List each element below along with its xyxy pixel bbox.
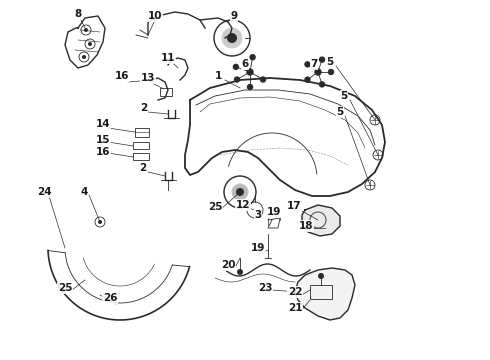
Circle shape — [82, 55, 86, 59]
Bar — [135, 128, 149, 137]
Text: 17: 17 — [287, 201, 301, 211]
Text: 13: 13 — [141, 73, 155, 83]
Circle shape — [237, 269, 243, 275]
Text: 6: 6 — [242, 59, 248, 69]
Polygon shape — [302, 205, 340, 236]
Circle shape — [319, 57, 324, 62]
Text: 11: 11 — [161, 53, 175, 63]
Polygon shape — [295, 268, 355, 320]
Text: 19: 19 — [251, 243, 265, 253]
Text: 20: 20 — [221, 260, 235, 270]
Bar — [160, 88, 172, 96]
Text: 5: 5 — [326, 57, 334, 67]
Circle shape — [305, 62, 310, 67]
Circle shape — [233, 64, 239, 69]
Text: 1: 1 — [215, 71, 221, 81]
Circle shape — [98, 220, 102, 224]
Circle shape — [232, 184, 248, 200]
Text: 8: 8 — [74, 9, 82, 19]
Text: 3: 3 — [254, 210, 262, 220]
Text: 24: 24 — [37, 187, 51, 197]
Text: 5: 5 — [341, 91, 347, 101]
Text: 26: 26 — [103, 293, 117, 303]
Text: 2: 2 — [140, 103, 147, 113]
Text: 22: 22 — [288, 287, 302, 297]
Bar — [133, 153, 149, 160]
Text: 21: 21 — [288, 303, 302, 313]
Text: 12: 12 — [236, 200, 250, 210]
Circle shape — [247, 85, 252, 90]
Circle shape — [328, 69, 334, 75]
Text: 16: 16 — [115, 71, 129, 81]
Circle shape — [261, 77, 266, 82]
Text: 4: 4 — [80, 187, 88, 197]
Text: 7: 7 — [310, 59, 318, 69]
Bar — [133, 142, 149, 149]
Circle shape — [247, 69, 253, 75]
Text: 18: 18 — [299, 221, 313, 231]
Text: 16: 16 — [96, 147, 110, 157]
Text: 19: 19 — [267, 207, 281, 217]
Circle shape — [305, 77, 310, 82]
Text: 25: 25 — [208, 202, 222, 212]
Text: 25: 25 — [58, 283, 72, 293]
Circle shape — [227, 33, 237, 43]
Text: 23: 23 — [258, 283, 272, 293]
Circle shape — [88, 42, 92, 46]
Text: 2: 2 — [139, 163, 147, 173]
Text: 9: 9 — [230, 11, 238, 21]
Text: 15: 15 — [96, 135, 110, 145]
Text: 14: 14 — [96, 119, 110, 129]
Circle shape — [319, 82, 324, 87]
Circle shape — [250, 55, 255, 60]
Circle shape — [235, 77, 240, 82]
Circle shape — [236, 188, 244, 196]
Circle shape — [318, 273, 324, 279]
Circle shape — [84, 28, 88, 32]
Circle shape — [315, 69, 321, 75]
Text: 10: 10 — [148, 11, 162, 21]
Text: 5: 5 — [336, 107, 343, 117]
Circle shape — [222, 28, 242, 48]
Bar — [310, 285, 332, 299]
